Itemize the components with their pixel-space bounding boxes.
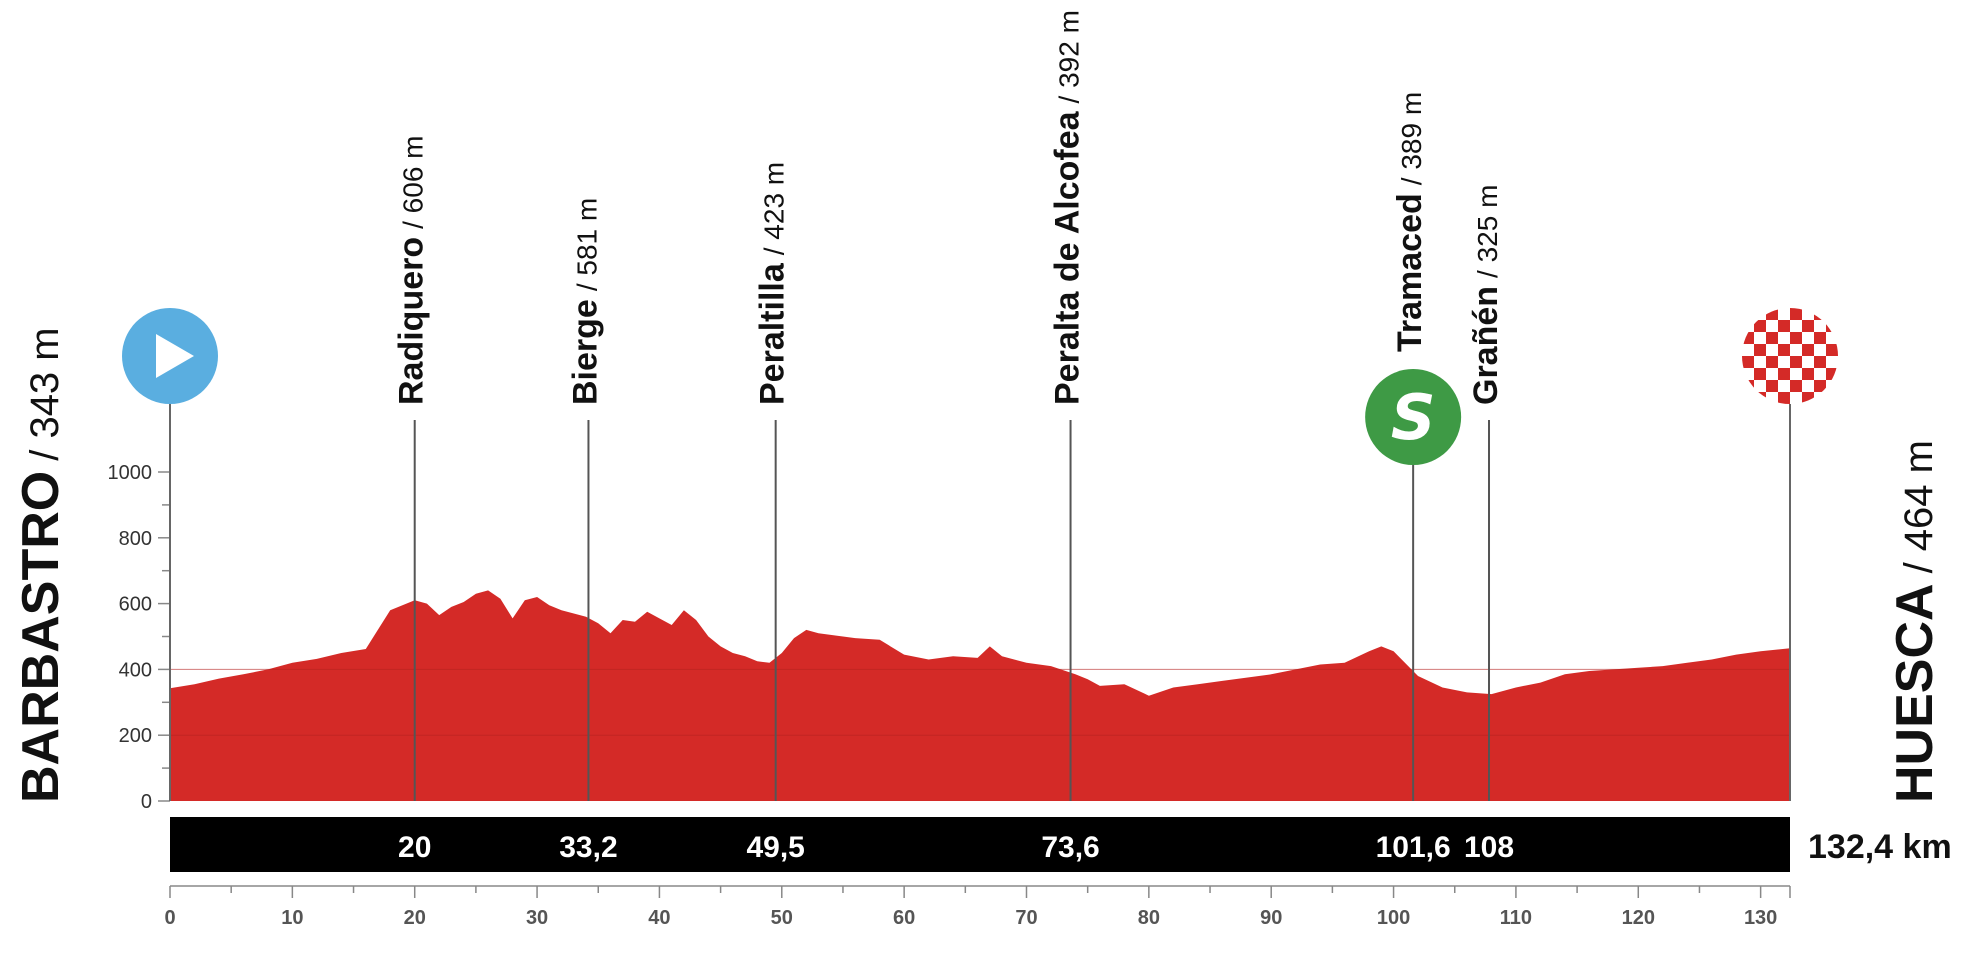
checker-square — [1754, 392, 1766, 404]
checker-square — [1814, 308, 1826, 320]
checker-square — [1742, 308, 1754, 320]
point-altitude: / 606 m — [398, 135, 429, 228]
km-label: 73,6 — [1041, 831, 1099, 864]
grid-layer: 0 200 400 600 800 1000 — [108, 462, 171, 813]
start-name: BARBASTRO — [12, 471, 70, 803]
checker-square — [1802, 344, 1814, 356]
km-label: 108 — [1464, 831, 1514, 864]
km-label: 33,2 — [559, 831, 617, 864]
point-label-3: Peralta de Alcofea / 392 m — [1049, 10, 1087, 405]
checker-square — [1766, 380, 1778, 392]
point-label-0: Radiquero / 606 m — [393, 135, 431, 405]
checker-square — [1766, 332, 1778, 344]
point-label-5: Grañén / 325 m — [1467, 185, 1505, 405]
x-tick-label: 40 — [648, 907, 670, 929]
point-lines-layer — [169, 395, 1791, 801]
point-altitude: / 389 m — [1396, 92, 1427, 185]
checker-square — [1802, 368, 1814, 380]
x-tick-label: 20 — [404, 907, 426, 929]
x-tick-label: 70 — [1015, 907, 1037, 929]
point-altitude: / 392 m — [1054, 10, 1085, 103]
x-tick-label: 50 — [771, 907, 793, 929]
checkered-flag-icon — [1742, 308, 1838, 404]
checker-square — [1790, 380, 1802, 392]
km-label: 20 — [398, 831, 431, 864]
point-altitude: / 581 m — [571, 198, 602, 291]
point-label-4: Tramaced / 389 m — [1391, 92, 1429, 352]
point-name: Grañén — [1467, 286, 1505, 405]
y-tick-label: 600 — [119, 594, 152, 616]
checker-square — [1790, 308, 1802, 320]
elevation-profile-area — [170, 590, 1790, 801]
checker-square — [1754, 344, 1766, 356]
checker-square — [1802, 392, 1814, 404]
x-tick-label: 60 — [893, 907, 915, 929]
checker-square — [1742, 332, 1754, 344]
checker-square — [1766, 356, 1778, 368]
labels-layer: Radiquero / 606 m Bierge / 581 m Peraltilla /… — [12, 10, 1944, 803]
x-tick-label: 0 — [164, 907, 175, 929]
km-label: 101,6 — [1376, 831, 1451, 864]
checker-square — [1742, 380, 1754, 392]
x-tick-label: 130 — [1744, 907, 1777, 929]
y-tick-label: 400 — [119, 659, 152, 681]
checker-square — [1778, 392, 1790, 404]
total-distance: 132,4 km — [1808, 828, 1952, 866]
checker-square — [1826, 320, 1838, 332]
sprint-icon-letter: S — [1391, 381, 1436, 454]
point-name: Peraltilla — [754, 262, 792, 405]
checker-square — [1814, 356, 1826, 368]
finish-label: HUESCA / 464 m — [1886, 440, 1944, 803]
checker-square — [1766, 308, 1778, 320]
checker-square — [1814, 332, 1826, 344]
x-tick-label: 30 — [526, 907, 548, 929]
checker-square — [1754, 320, 1766, 332]
x-tick-label: 120 — [1622, 907, 1655, 929]
point-name: Peralta de Alcofea — [1049, 110, 1087, 405]
checker-square — [1826, 368, 1838, 380]
checker-square — [1826, 344, 1838, 356]
sprint-icon — [1365, 369, 1462, 465]
checker-square — [1790, 332, 1802, 344]
km-bar — [170, 817, 1790, 872]
x-tick-label: 90 — [1260, 907, 1282, 929]
point-altitude: / 325 m — [1472, 185, 1503, 278]
y-tick-label: 1000 — [108, 462, 153, 484]
x-tick-label: 10 — [281, 907, 303, 929]
km-label: 49,5 — [746, 831, 804, 864]
point-name: Radiquero — [393, 237, 431, 405]
checker-square — [1742, 356, 1754, 368]
finish-altitude: / 464 m — [1897, 440, 1941, 573]
start-altitude: / 343 m — [23, 327, 67, 460]
profile-layer — [170, 590, 1790, 801]
checker-square — [1778, 320, 1790, 332]
point-name: Tramaced — [1391, 193, 1429, 352]
checker-square — [1778, 344, 1790, 356]
point-name: Bierge — [566, 299, 604, 405]
finish-name: HUESCA — [1886, 583, 1944, 803]
km-bar-layer: 20 33,2 49,5 73,6 101,6 108 132,4 km — [170, 817, 1952, 872]
axis-layer: 0 10 20 30 40 50 60 70 80 90 100 110 120 130 — [164, 885, 1791, 929]
x-tick-label: 100 — [1377, 907, 1410, 929]
y-tick-label: 200 — [119, 725, 152, 747]
x-tick-label: 110 — [1500, 907, 1532, 929]
x-tick-label: 80 — [1138, 907, 1160, 929]
checker-square — [1790, 356, 1802, 368]
point-label-1: Bierge / 581 m — [566, 198, 604, 405]
checker-square — [1778, 368, 1790, 380]
point-altitude: / 423 m — [759, 162, 790, 255]
play-icon-triangle — [156, 334, 194, 378]
y-tick-label: 0 — [141, 791, 152, 813]
start-label: BARBASTRO / 343 m — [12, 327, 70, 803]
point-label-2: Peraltilla / 423 m — [754, 162, 792, 405]
y-tick-label: 800 — [119, 528, 152, 550]
checker-square — [1754, 368, 1766, 380]
checker-square — [1802, 320, 1814, 332]
icons-layer: S — [122, 308, 1838, 465]
checker-square — [1814, 380, 1826, 392]
checker-square — [1826, 392, 1838, 404]
